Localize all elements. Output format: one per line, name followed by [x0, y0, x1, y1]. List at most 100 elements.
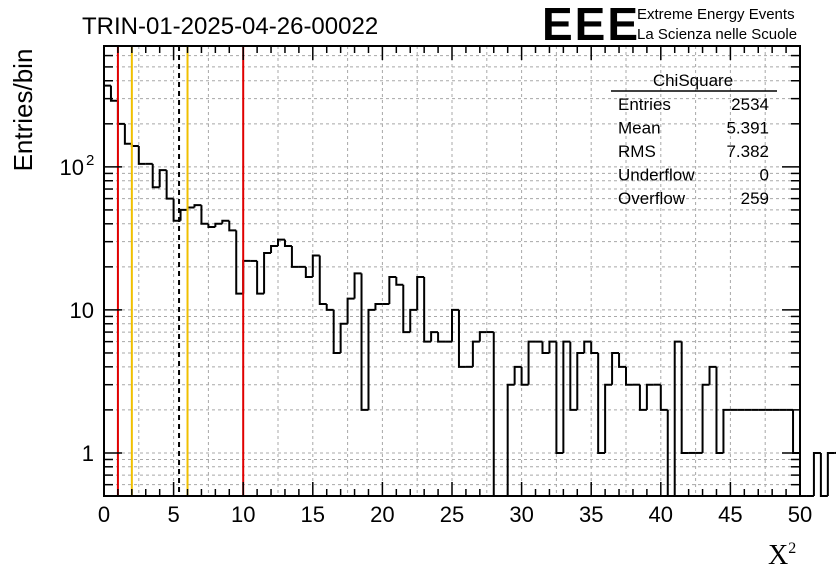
y-tick-label: 1: [82, 441, 94, 466]
histogram-bin: [513, 365, 522, 385]
histogram-bin: [826, 451, 835, 496]
y-tick-label: 10: [70, 298, 94, 323]
histogram-bin: [346, 297, 355, 324]
histogram-bin: [638, 384, 647, 411]
histogram-bin: [430, 331, 439, 342]
stats-row-value: 2534: [731, 95, 769, 114]
x-axis-label-base: X: [768, 540, 788, 571]
x-tick-label: 40: [649, 502, 673, 527]
x-tick-label: 30: [509, 502, 533, 527]
histogram-bin: [812, 451, 821, 496]
eee-logo-line2: La Scienza nelle Scuole: [637, 26, 797, 43]
histogram-bin: [193, 204, 202, 208]
histogram-bin: [541, 341, 550, 354]
x-tick-label: 45: [718, 502, 742, 527]
histogram-bin: [283, 239, 292, 247]
stats-row-label: RMS: [618, 142, 656, 161]
stats-rows: Entries 2534 Mean 5.391 RMS 7.382 Underflow 0 Ov…: [618, 95, 769, 208]
histogram-bin: [659, 384, 668, 411]
chart-title: TRIN-01-2025-04-26-00022: [82, 13, 378, 40]
histogram-bin: [618, 352, 626, 368]
histogram-bin: [478, 331, 487, 342]
histogram-bin: [256, 260, 265, 295]
histogram-bin: [819, 452, 828, 497]
histogram-bin: [235, 230, 244, 295]
stats-row-value: 259: [741, 189, 769, 208]
x-tick-label: 10: [231, 502, 255, 527]
histogram-bin: [645, 383, 654, 410]
stats-row-label: Overflow: [618, 189, 686, 208]
x-tick-label: 0: [98, 502, 110, 527]
cut-lines: [116, 46, 245, 496]
histogram-bin: [109, 85, 118, 102]
histogram-bin: [701, 383, 710, 453]
histogram-bin: [221, 219, 230, 224]
grid-lines: [104, 46, 800, 496]
histogram-bin: [492, 332, 501, 497]
y-axis-label: Entries/bin: [8, 49, 38, 172]
histogram-bin: [680, 341, 689, 454]
x-tick-label: 50: [788, 502, 812, 527]
stats-row-value: 0: [760, 166, 769, 185]
histogram-bin: [179, 208, 188, 221]
histogram-bin: [200, 205, 209, 225]
histogram-bin: [409, 308, 418, 333]
histogram-bin: [562, 340, 571, 453]
histogram-bin: [604, 383, 613, 453]
histogram-bin: [597, 352, 606, 454]
histogram-bin: [708, 365, 717, 385]
histogram-bin: [311, 254, 320, 277]
stats-row-label: Underflow: [618, 166, 695, 185]
histogram-bin: [151, 163, 160, 189]
y-tick-label: 10: [60, 155, 84, 180]
stats-row-label: Entries: [618, 95, 671, 114]
histogram-bin: [270, 244, 278, 253]
histogram-bin: [416, 275, 425, 310]
histogram-bin: [722, 408, 731, 453]
histogram-bin: [332, 309, 341, 354]
x-tick-label: 15: [301, 502, 325, 527]
x-axis-ticks: 0 5 10 15 20 25 30 35 40 45 50: [98, 46, 812, 527]
histogram-bin: [130, 143, 139, 147]
histogram-bin: [290, 245, 299, 268]
histogram-bin: [451, 308, 459, 342]
histogram-bin: [555, 341, 564, 454]
histogram-bin: [165, 170, 174, 200]
x-tick-label: 25: [440, 502, 464, 527]
histogram-bin: [103, 84, 111, 496]
histogram-bin: [388, 275, 397, 304]
x-axis-label: X2: [768, 540, 796, 571]
x-tick-label: 35: [579, 502, 603, 527]
eee-logo-line1: Extreme Energy Events: [637, 6, 795, 23]
x-axis-label-superscript: 2: [788, 540, 796, 557]
stats-title: ChiSquare: [653, 71, 733, 90]
histogram-bin: [367, 308, 376, 410]
histogram-bin: [527, 340, 536, 385]
histogram-bin: [339, 322, 348, 353]
histogram-bin: [437, 332, 446, 343]
stats-row-value: 5.391: [726, 119, 769, 138]
histogram-bin: [318, 255, 327, 305]
stats-row-value: 7.382: [726, 142, 769, 161]
histogram-bin: [471, 340, 480, 367]
histogram-bin: [228, 220, 237, 232]
histogram-bin: [374, 302, 383, 310]
histogram-bin: [158, 169, 167, 188]
histogram-bin: [569, 341, 578, 411]
histogram-bin: [673, 340, 682, 496]
histogram-bin: [548, 340, 557, 353]
histogram-bin: [214, 222, 223, 227]
histogram-bin: [325, 303, 334, 311]
histogram-bin: [625, 366, 633, 386]
histogram-bin: [137, 145, 146, 165]
histogram-bin: [590, 341, 599, 354]
histogram-bin: [116, 100, 125, 125]
histogram-bin: [792, 409, 800, 454]
histogram-bin: [520, 366, 529, 386]
eee-logo-mark: EEE: [542, 0, 640, 50]
histogram-bin: [207, 223, 216, 228]
x-tick-label: 20: [370, 502, 394, 527]
histogram-bin: [304, 266, 313, 278]
histogram-bin: [611, 351, 620, 385]
